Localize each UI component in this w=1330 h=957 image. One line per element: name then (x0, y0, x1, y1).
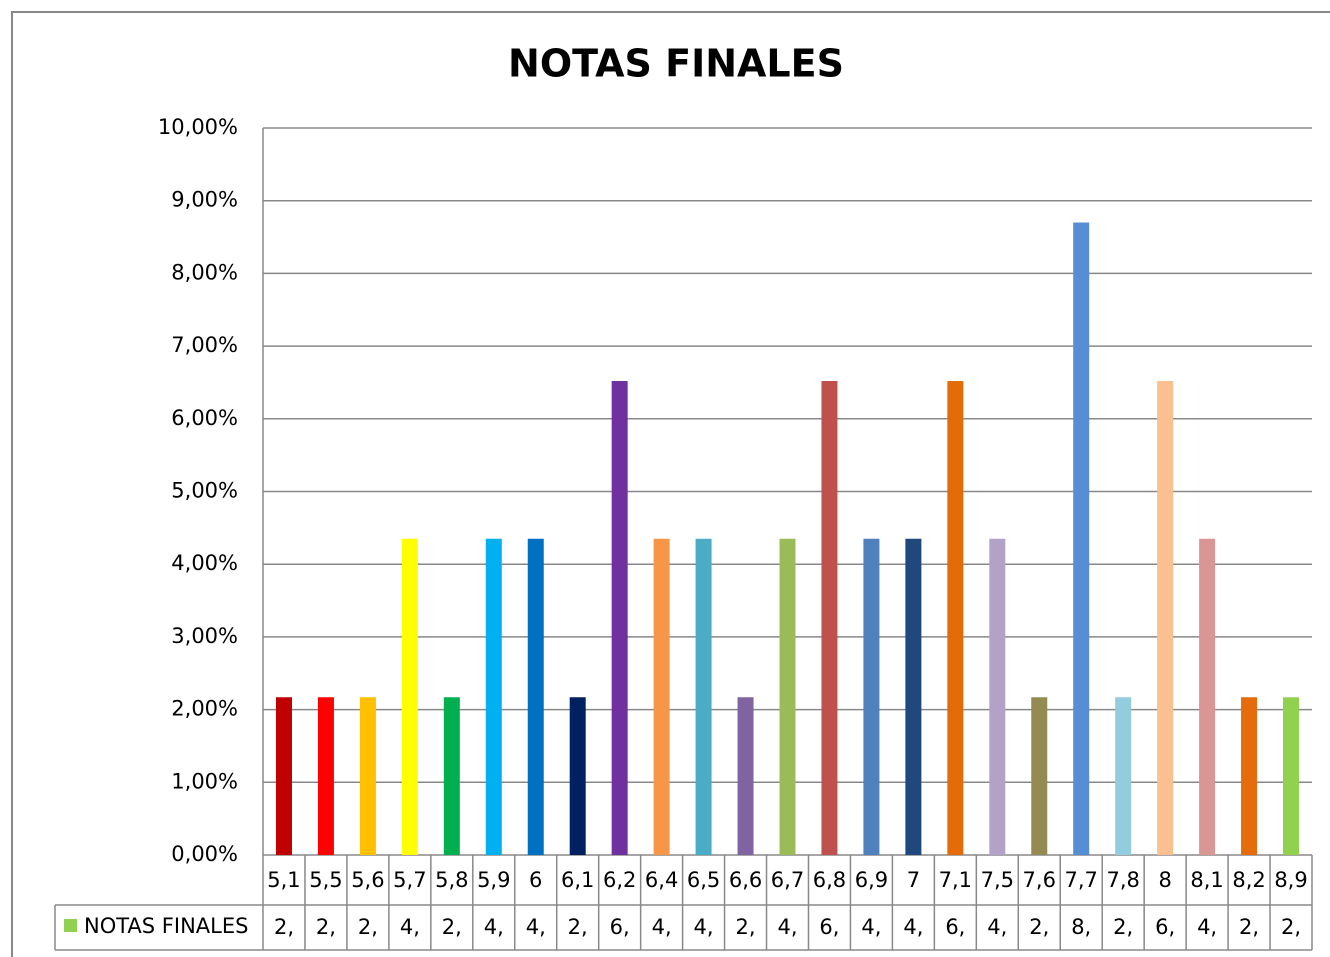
legend-label: NOTAS FINALES (84, 914, 248, 938)
bar (1115, 697, 1132, 855)
y-tick-label: 10,00% (158, 115, 238, 139)
bar (1031, 697, 1048, 855)
data-label: 4, (694, 915, 714, 939)
data-label: 2, (736, 915, 756, 939)
bar (947, 380, 964, 855)
data-label: 2, (568, 915, 588, 939)
x-tick-label: 7,8 (1106, 868, 1139, 892)
x-tick-label: 6 (529, 868, 542, 892)
bar (1283, 697, 1300, 855)
x-tick-label: 7,1 (939, 868, 972, 892)
y-tick-label: 1,00% (171, 769, 238, 793)
bar (821, 380, 838, 855)
x-tick-label: 6,5 (687, 868, 720, 892)
data-label: 6, (819, 915, 839, 939)
y-tick-label: 9,00% (171, 188, 238, 212)
data-label: 6, (1155, 915, 1175, 939)
x-tick-label: 5,8 (435, 868, 468, 892)
bar (401, 538, 418, 855)
y-tick-label: 2,00% (171, 697, 238, 721)
x-tick-label: 7 (907, 868, 920, 892)
bar (275, 697, 292, 855)
x-tick-label: 6,1 (561, 868, 594, 892)
legend-key (64, 919, 77, 932)
x-tick-label: 8,1 (1190, 868, 1223, 892)
y-tick-label: 7,00% (171, 333, 238, 357)
x-tick-label: 5,9 (477, 868, 510, 892)
data-label: 4, (1197, 915, 1217, 939)
bar (695, 538, 712, 855)
data-label: 2, (1239, 915, 1259, 939)
data-label: 8, (1071, 915, 1091, 939)
data-label: 6, (610, 915, 630, 939)
data-label: 4, (903, 915, 923, 939)
y-tick-label: 8,00% (171, 260, 238, 284)
x-tick-label: 7,7 (1065, 868, 1098, 892)
bar (1199, 538, 1216, 855)
x-tick-label: 6,2 (603, 868, 636, 892)
x-tick-label: 6,8 (813, 868, 846, 892)
bar (1073, 222, 1090, 855)
data-label: 4, (652, 915, 672, 939)
bar (1241, 697, 1258, 855)
bar (527, 538, 544, 855)
x-tick-label: 8,2 (1232, 868, 1265, 892)
data-label: 2, (1281, 915, 1301, 939)
x-tick-label: 7,5 (981, 868, 1014, 892)
data-label: 4, (484, 915, 504, 939)
bar (989, 538, 1006, 855)
x-tick-label: 6,9 (855, 868, 888, 892)
x-tick-label: 5,5 (309, 868, 342, 892)
x-tick-label: 8,9 (1274, 868, 1307, 892)
bar (359, 697, 376, 855)
data-label: 4, (987, 915, 1007, 939)
bar (485, 538, 502, 855)
data-label: 4, (526, 915, 546, 939)
chart-border (11, 11, 1330, 957)
data-label: 4, (400, 915, 420, 939)
bar (653, 538, 670, 855)
bar (611, 380, 628, 855)
bar (1157, 380, 1174, 855)
bar (863, 538, 880, 855)
data-label: 4, (777, 915, 797, 939)
x-tick-label: 5,7 (393, 868, 426, 892)
data-label: 2, (358, 915, 378, 939)
y-tick-label: 6,00% (171, 406, 238, 430)
data-label: 2, (274, 915, 294, 939)
chart-title: NOTAS FINALES (508, 42, 844, 86)
bar (569, 697, 586, 855)
y-tick-label: 0,00% (171, 842, 238, 866)
y-tick-label: 4,00% (171, 551, 238, 575)
y-tick-label: 3,00% (171, 624, 238, 648)
x-tick-label: 8 (1158, 868, 1171, 892)
x-tick-label: 6,6 (729, 868, 762, 892)
x-tick-label: 5,6 (351, 868, 384, 892)
data-label: 4, (861, 915, 881, 939)
bar (737, 697, 754, 855)
bar (443, 697, 460, 855)
data-label: 2, (1113, 915, 1133, 939)
x-tick-label: 6,4 (645, 868, 678, 892)
y-tick-label: 5,00% (171, 479, 238, 503)
bar (317, 697, 334, 855)
bar (779, 538, 796, 855)
x-tick-label: 6,7 (771, 868, 804, 892)
data-label: 2, (442, 915, 462, 939)
x-tick-label: 7,6 (1023, 868, 1056, 892)
data-label: 6, (945, 915, 965, 939)
x-tick-label: 5,1 (267, 868, 300, 892)
data-label: 2, (316, 915, 336, 939)
bar (905, 538, 922, 855)
data-label: 2, (1029, 915, 1049, 939)
